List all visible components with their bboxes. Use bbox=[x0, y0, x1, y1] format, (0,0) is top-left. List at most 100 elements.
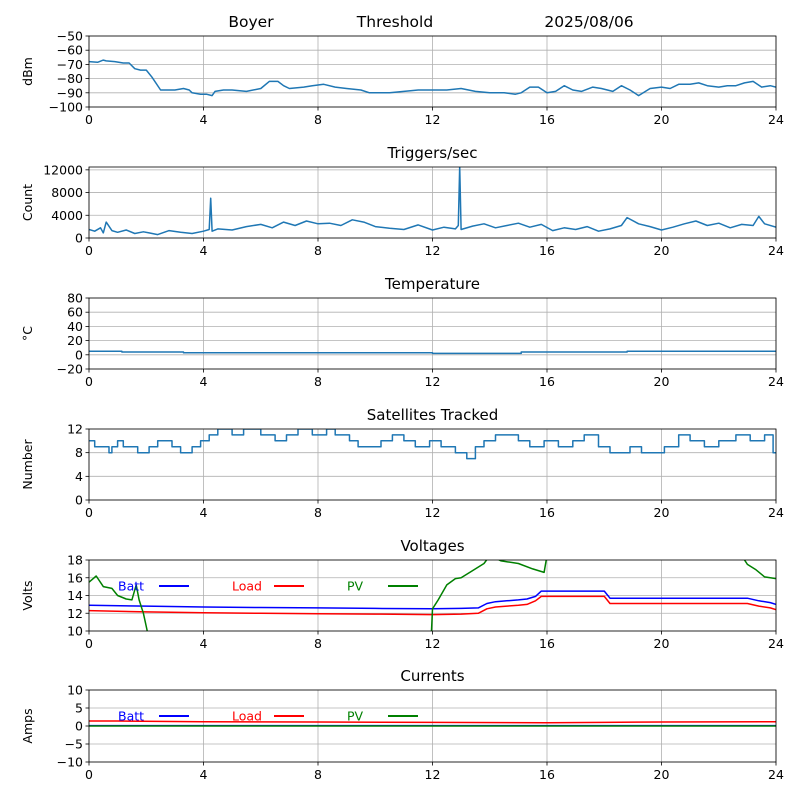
x-tick-label: 0 bbox=[85, 374, 93, 389]
chart-title: Satellites Tracked bbox=[367, 406, 498, 424]
y-tick-label: −50 bbox=[57, 29, 83, 44]
chart-title: Currents bbox=[400, 667, 464, 685]
legend-label-load: Load bbox=[232, 709, 262, 724]
x-tick-label: 16 bbox=[539, 767, 555, 782]
x-tick-label: 24 bbox=[768, 505, 784, 520]
x-tick-label: 0 bbox=[85, 243, 93, 258]
x-tick-label: 20 bbox=[654, 243, 670, 258]
legend-label-pv: PV bbox=[347, 709, 364, 724]
y-tick-label: 20 bbox=[67, 333, 83, 348]
x-tick-label: 12 bbox=[425, 505, 441, 520]
y-tick-label: −5 bbox=[65, 737, 83, 752]
y-tick-label: 8 bbox=[75, 445, 83, 460]
y-tick-label: −80 bbox=[57, 71, 83, 86]
series-line-1 bbox=[89, 167, 776, 236]
series-line-1 bbox=[89, 350, 776, 355]
y-tick-label: −20 bbox=[57, 362, 83, 377]
y-tick-label: 12 bbox=[67, 422, 83, 437]
chart-panel-2: 0 4 8 12 16 20 24 0 4000 8000 12000 Triggers/sec Cou… bbox=[20, 144, 784, 258]
x-tick-label: 12 bbox=[425, 374, 441, 389]
x-tick-label: 16 bbox=[539, 636, 555, 651]
x-tick-label: 20 bbox=[654, 505, 670, 520]
y-tick-label: 4 bbox=[75, 469, 83, 484]
y-tick-label: 8000 bbox=[51, 185, 83, 200]
x-tick-label: 4 bbox=[200, 767, 208, 782]
header-station: Boyer bbox=[228, 13, 274, 31]
header-label: Threshold bbox=[356, 13, 433, 31]
x-tick-label: 0 bbox=[85, 505, 93, 520]
x-tick-label: 8 bbox=[314, 505, 322, 520]
y-tick-label: 0 bbox=[75, 347, 83, 362]
legend-label-load: Load bbox=[232, 579, 262, 594]
y-tick-label: 0 bbox=[75, 719, 83, 734]
x-tick-label: 12 bbox=[425, 112, 441, 127]
chart-panel-4: 0 4 8 12 16 20 24 0 4 8 12 Satellites Tracked Number bbox=[20, 406, 784, 520]
x-tick-label: 4 bbox=[200, 374, 208, 389]
y-tick-label: 12000 bbox=[43, 162, 83, 177]
x-tick-label: 24 bbox=[768, 243, 784, 258]
x-tick-label: 12 bbox=[425, 243, 441, 258]
x-tick-label: 12 bbox=[425, 767, 441, 782]
x-tick-label: 20 bbox=[654, 767, 670, 782]
y-tick-label: −60 bbox=[57, 43, 83, 58]
chart-title: Voltages bbox=[400, 537, 464, 555]
y-axis-label: Number bbox=[20, 439, 35, 490]
y-axis-label: Volts bbox=[20, 580, 35, 610]
x-tick-label: 20 bbox=[654, 636, 670, 651]
x-tick-label: 24 bbox=[768, 374, 784, 389]
chart-panel-5: 0 4 8 12 16 20 24 10 12 14 16 18 Voltages Volts Batt Lo… bbox=[20, 537, 784, 651]
x-tick-label: 8 bbox=[314, 243, 322, 258]
x-tick-label: 0 bbox=[85, 767, 93, 782]
series-line-load bbox=[89, 720, 776, 724]
y-tick-label: 5 bbox=[75, 701, 83, 716]
x-tick-label: 24 bbox=[768, 767, 784, 782]
legend-label-batt: Batt bbox=[118, 579, 144, 594]
y-tick-label: 0 bbox=[75, 493, 83, 508]
y-tick-label: 0 bbox=[75, 231, 83, 246]
x-tick-label: 4 bbox=[200, 243, 208, 258]
y-tick-label: 18 bbox=[67, 553, 83, 568]
x-tick-label: 8 bbox=[314, 636, 322, 651]
x-tick-label: 4 bbox=[200, 505, 208, 520]
series-line-1 bbox=[89, 59, 776, 97]
y-axis-label: Count bbox=[20, 184, 35, 221]
x-tick-label: 4 bbox=[200, 636, 208, 651]
legend-label-pv: PV bbox=[347, 579, 364, 594]
y-tick-label: 16 bbox=[67, 570, 83, 585]
x-tick-label: 16 bbox=[539, 374, 555, 389]
y-tick-label: 10 bbox=[67, 624, 83, 639]
legend-label-batt: Batt bbox=[118, 709, 144, 724]
y-tick-label: −100 bbox=[49, 100, 83, 115]
y-axis-label: dBm bbox=[20, 57, 35, 86]
x-tick-label: 0 bbox=[85, 636, 93, 651]
series-line-load bbox=[89, 595, 776, 616]
series-line-batt bbox=[89, 590, 776, 610]
x-tick-label: 4 bbox=[200, 112, 208, 127]
y-axis-label: Amps bbox=[20, 708, 35, 743]
y-tick-label: −90 bbox=[57, 85, 83, 100]
y-tick-label: 4000 bbox=[51, 208, 83, 223]
x-tick-label: 0 bbox=[85, 112, 93, 127]
y-tick-label: 60 bbox=[67, 305, 83, 320]
series-line-1 bbox=[89, 429, 776, 460]
figure-header: Boyer Threshold 2025/08/06 bbox=[228, 13, 633, 31]
y-tick-label: −10 bbox=[57, 755, 83, 770]
x-tick-label: 24 bbox=[768, 112, 784, 127]
chart-title: Triggers/sec bbox=[387, 144, 478, 162]
y-tick-label: 12 bbox=[67, 606, 83, 621]
y-tick-label: 10 bbox=[67, 683, 83, 698]
y-tick-label: 80 bbox=[67, 291, 83, 306]
x-tick-label: 8 bbox=[314, 112, 322, 127]
y-tick-label: 14 bbox=[67, 588, 83, 603]
x-tick-label: 16 bbox=[539, 112, 555, 127]
chart-title: Temperature bbox=[384, 275, 480, 293]
header-date: 2025/08/06 bbox=[544, 13, 633, 31]
x-tick-label: 12 bbox=[425, 636, 441, 651]
y-axis-label: °C bbox=[20, 326, 35, 341]
x-tick-label: 20 bbox=[654, 374, 670, 389]
